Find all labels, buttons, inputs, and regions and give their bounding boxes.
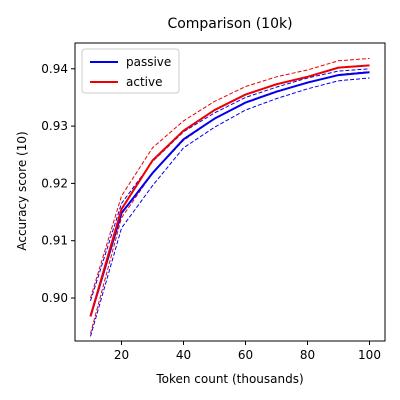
legend: passive active xyxy=(81,48,180,94)
series-active-line xyxy=(89,64,370,317)
y-axis: 0.90 0.91 0.92 0.93 0.94 xyxy=(41,62,75,305)
series-passive-upper-line xyxy=(90,68,370,302)
x-tick-label: 100 xyxy=(358,348,381,362)
series-passive-lower-line xyxy=(90,77,370,337)
legend-label-active: active xyxy=(126,75,162,89)
plot-frame xyxy=(74,42,386,342)
x-tick-label: 20 xyxy=(114,348,129,362)
series-active-upper-line xyxy=(90,57,370,299)
x-axis-label: Token count (thousands) xyxy=(155,372,303,386)
y-tick-label: 0.94 xyxy=(41,62,68,76)
y-tick-label: 0.92 xyxy=(41,176,68,190)
series-passive-line xyxy=(89,71,370,317)
x-tick-label: 60 xyxy=(238,348,253,362)
y-axis-label: Accuracy score (10) xyxy=(15,131,29,250)
x-tick-label: 40 xyxy=(176,348,191,362)
legend-label-passive: passive xyxy=(126,55,171,69)
plot-area xyxy=(89,57,370,337)
y-tick-label: 0.93 xyxy=(41,119,68,133)
y-tick-label: 0.91 xyxy=(41,234,68,248)
y-tick-label: 0.90 xyxy=(41,291,68,305)
x-tick-label: 80 xyxy=(300,348,315,362)
chart-title: Comparison (10k) xyxy=(167,16,292,32)
x-axis: 20 40 60 80 100 xyxy=(114,341,381,362)
